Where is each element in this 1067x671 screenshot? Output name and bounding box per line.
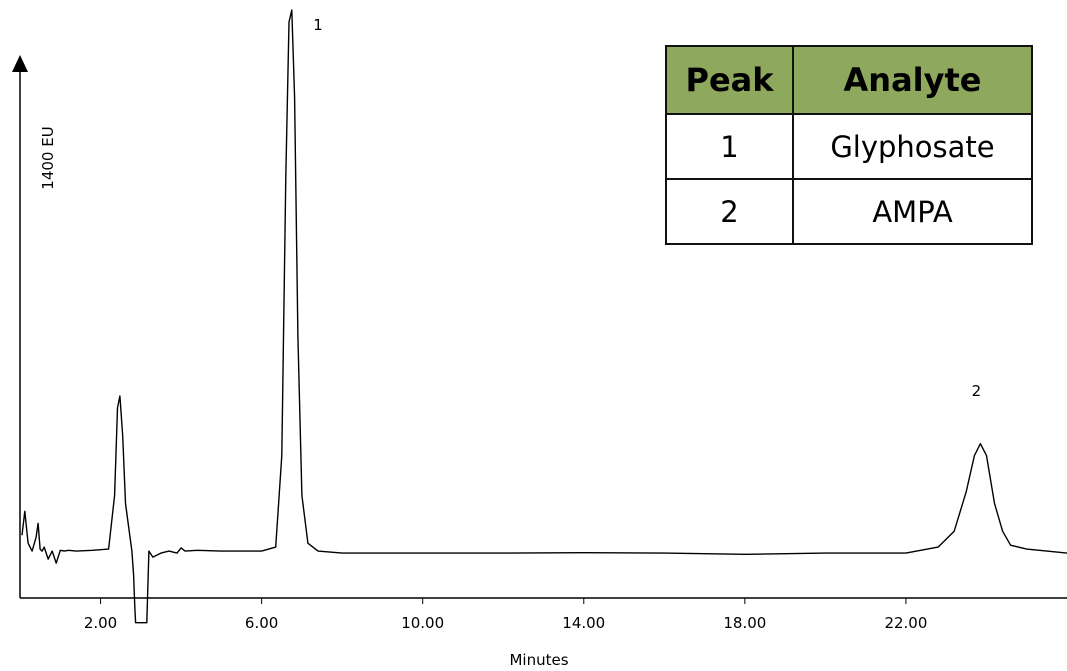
legend-analyte-cell: Glyphosate xyxy=(792,113,1033,180)
legend-header-analyte: Analyte xyxy=(792,45,1033,115)
y-axis-title: 1400 EU xyxy=(39,126,57,189)
legend-row: 1 Glyphosate xyxy=(665,113,1033,180)
y-axis-arrow xyxy=(12,55,28,72)
x-tick-label: 22.00 xyxy=(884,614,927,632)
legend-row: 2 AMPA xyxy=(665,178,1033,245)
x-tick-label: 14.00 xyxy=(562,614,605,632)
legend-header-peak: Peak xyxy=(665,45,794,115)
peak-label: 1 xyxy=(313,16,323,34)
legend-header-row: Peak Analyte xyxy=(665,45,1033,115)
x-tick-label: 10.00 xyxy=(401,614,444,632)
series-layer xyxy=(21,9,1067,624)
chromatogram-trace xyxy=(21,9,1067,624)
peak-legend-table: Peak Analyte 1 Glyphosate 2 AMPA xyxy=(665,45,1033,245)
peak-label: 2 xyxy=(972,382,982,400)
x-tick-label: 2.00 xyxy=(84,614,117,632)
x-tick-label: 18.00 xyxy=(723,614,766,632)
x-tick-label: 6.00 xyxy=(245,614,278,632)
x-axis-title: Minutes xyxy=(509,651,568,669)
legend-peak-cell: 2 xyxy=(665,178,794,245)
peak-annotations: 12 xyxy=(313,16,981,400)
y-axis xyxy=(12,55,28,598)
legend-peak-cell: 1 xyxy=(665,113,794,180)
x-axis-ticks: 2.00 6.00 10.00 14.00 18.00 22.00 xyxy=(84,598,927,632)
legend-analyte-cell: AMPA xyxy=(792,178,1033,245)
